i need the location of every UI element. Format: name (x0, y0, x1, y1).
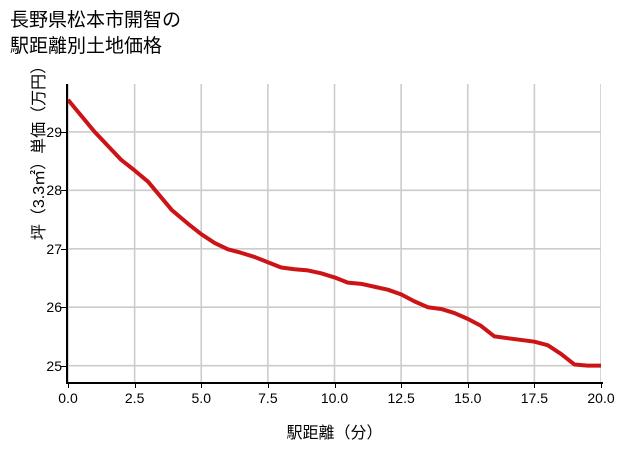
y-tick-label: 28 (46, 182, 62, 199)
x-axis-spine (66, 382, 603, 384)
x-tick-label: 0.0 (58, 390, 78, 406)
y-tick-mark (61, 131, 66, 133)
plot-area (68, 84, 601, 382)
y-tick-labels: 25 26 27 28 29 (22, 0, 62, 465)
x-axis-title: 駅距離（分） (286, 425, 383, 442)
x-tick-label: 7.5 (258, 390, 278, 406)
y-tick-mark (61, 365, 66, 367)
x-tick-label: 20.0 (587, 390, 615, 406)
x-tick-mark (534, 384, 536, 388)
x-tick-mark (467, 384, 469, 388)
y-tick-label: 29 (46, 123, 62, 140)
y-tick-mark (61, 248, 66, 250)
x-tick-label: 17.5 (520, 390, 548, 406)
x-tick-label: 15.0 (454, 390, 482, 406)
y-axis-spine (66, 84, 68, 384)
y-tick-label: 27 (46, 240, 62, 257)
y-tick-label: 26 (46, 299, 62, 316)
x-tick-label: 10.0 (320, 390, 349, 406)
x-tick-label: 5.0 (191, 390, 211, 406)
x-tick-mark (601, 384, 602, 388)
x-tick-mark (267, 384, 269, 388)
x-tick-label: 2.5 (124, 390, 145, 406)
x-tick-mark (401, 384, 403, 388)
x-tick-mark (334, 384, 336, 388)
y-tick-mark (61, 190, 66, 192)
page-title: 長野県松本市開智の 駅距離別土地価格 (10, 10, 182, 57)
price-line-series (68, 98, 601, 368)
y-axis-title: 坪（3.3㎡）単価（万円） (31, 57, 48, 241)
plot-svg (68, 84, 601, 382)
x-tick-mark (201, 384, 203, 388)
x-gridlines (68, 84, 601, 382)
x-tick-mark (68, 384, 69, 388)
x-tick-mark (134, 384, 136, 388)
y-tick-label: 25 (46, 357, 62, 374)
y-tick-mark (61, 307, 66, 309)
x-tick-label: 12.5 (387, 390, 415, 406)
